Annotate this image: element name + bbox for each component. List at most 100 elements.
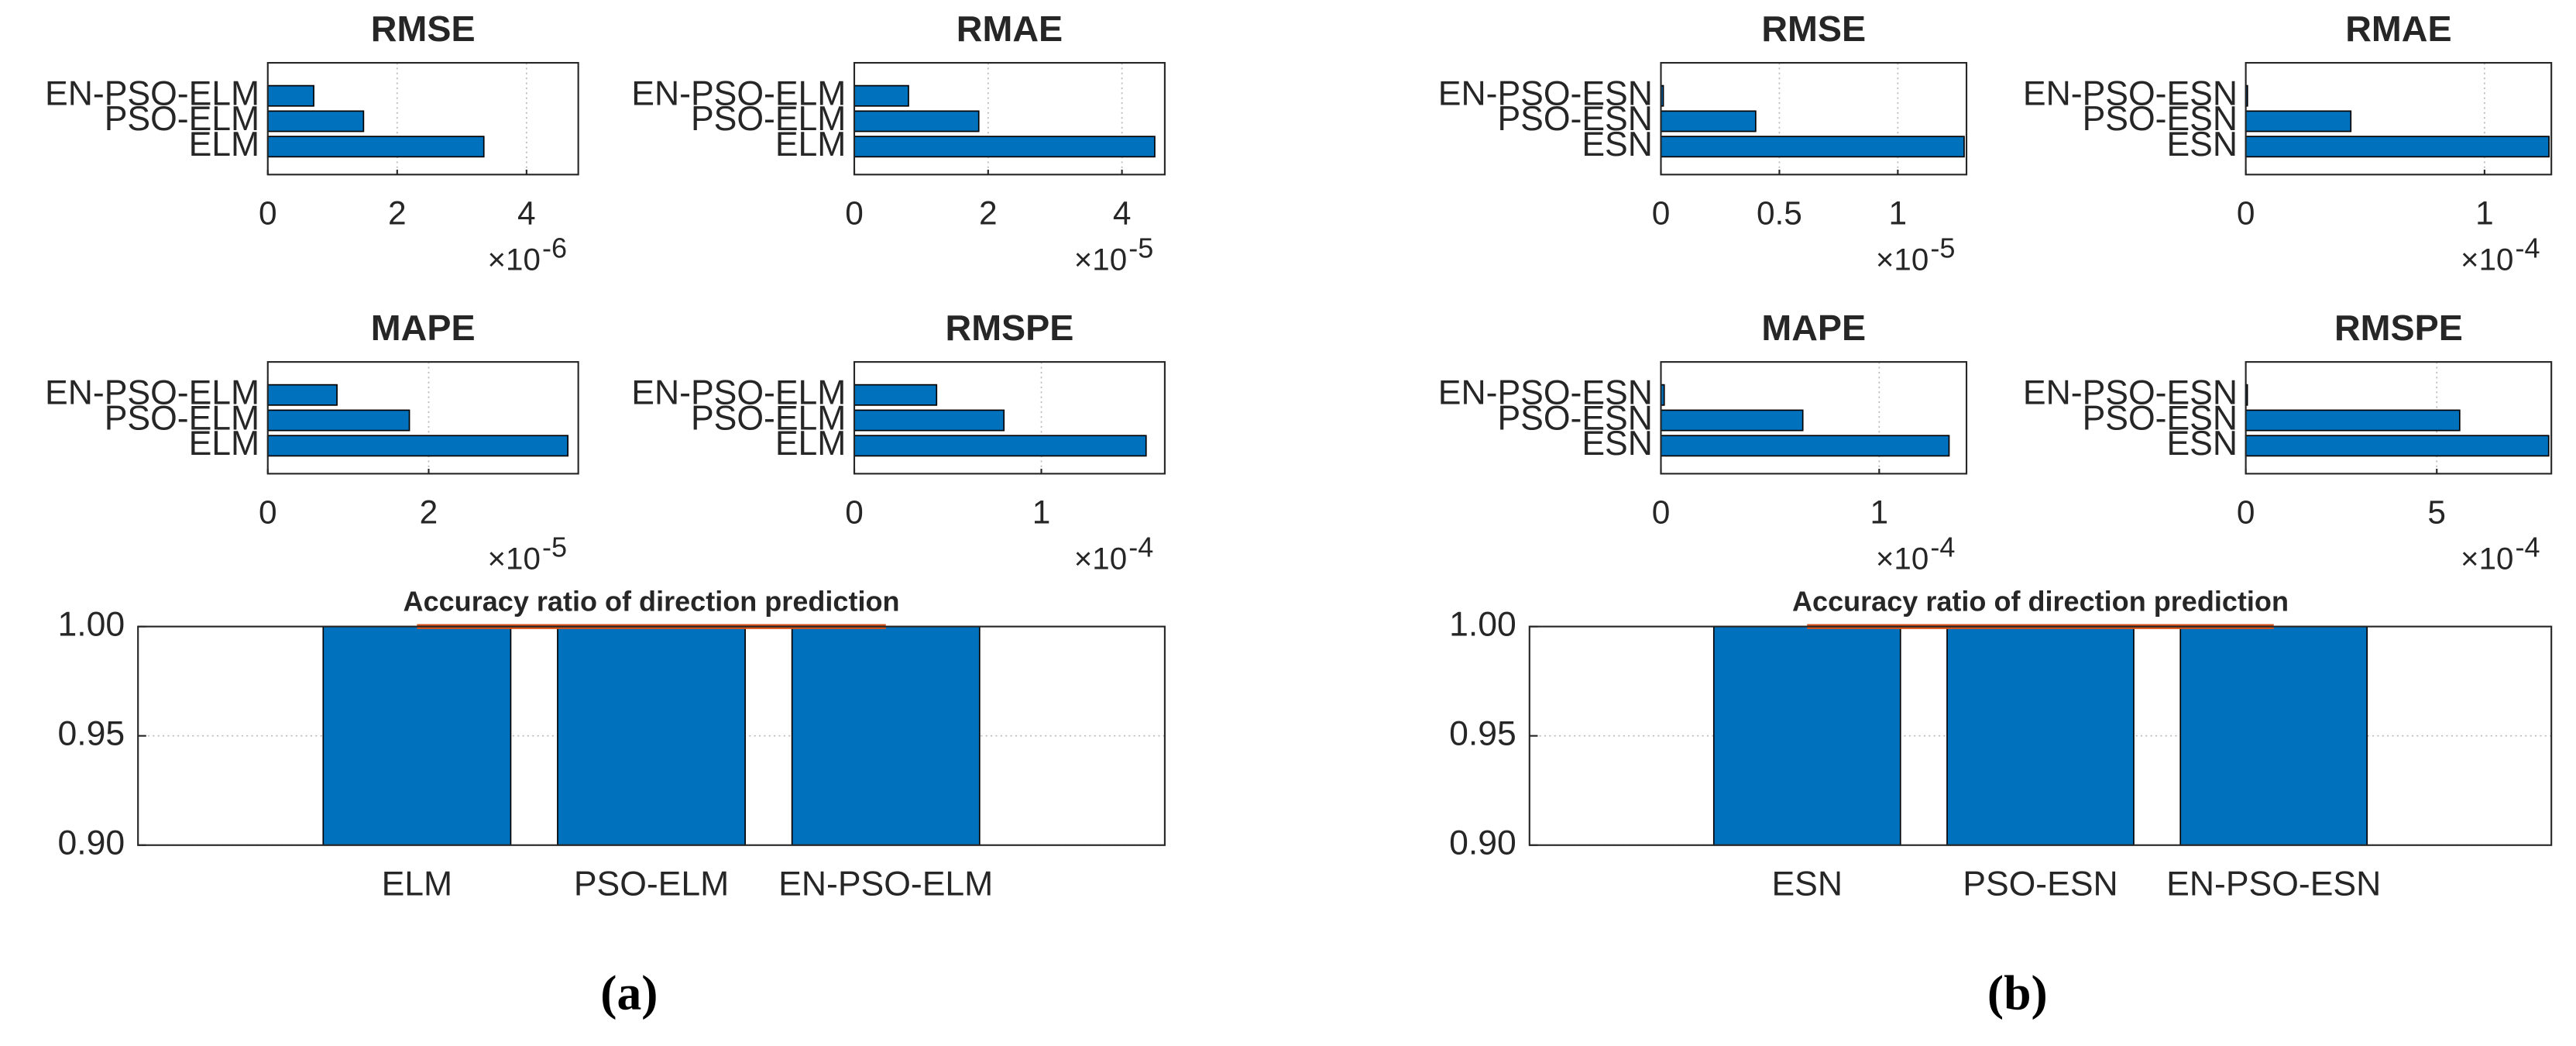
y-tick-label: EN-PSO-ELM [631, 374, 846, 412]
bar [854, 136, 1156, 158]
bar [854, 110, 980, 132]
y-tick-label: EN-PSO-ESN [1438, 374, 1653, 412]
axes-box [1528, 625, 2553, 846]
chart-title: RMSPE [946, 308, 1074, 348]
chart-title: RMSPE [2334, 308, 2463, 348]
x-tick-label: PSO-ELM [574, 865, 729, 903]
bar [266, 435, 568, 457]
axes-box [853, 62, 1166, 176]
y-tick-label: PSO-ESN [1497, 100, 1652, 138]
chart-title: MAPE [371, 308, 476, 348]
bar [266, 384, 338, 406]
axes-box [137, 625, 1166, 846]
y-tick-label: 0.95 [58, 714, 125, 752]
x-tick-label: 4 [1113, 195, 1132, 232]
chart-title: RMAE [2345, 9, 2451, 49]
y-tick-label: ESN [2166, 425, 2238, 463]
y-tick-label: ESN [1582, 425, 1653, 463]
x-multiplier: ×10 [1876, 541, 1929, 576]
bar [266, 84, 314, 107]
x-tick-label: 1 [1889, 195, 1908, 232]
axes-box [1660, 62, 1968, 176]
caption: (a) [600, 965, 658, 1020]
y-tick-label: PSO-ELM [691, 100, 846, 138]
x-tick-label: 0 [2237, 494, 2255, 531]
x-tick-label: ELM [382, 865, 453, 903]
x-tick-label: 2 [388, 195, 407, 232]
x-multiplier: ×10 [2461, 242, 2513, 277]
x-tick-label: 5 [2427, 494, 2446, 531]
bar [322, 625, 512, 846]
chart-title: MAPE [1761, 308, 1866, 348]
x-exponent: -5 [542, 531, 567, 563]
x-tick-label: 2 [979, 195, 998, 232]
bar [1660, 110, 1757, 132]
y-tick-label: ESN [1582, 126, 1653, 163]
bar [266, 136, 485, 158]
chart-title: Accuracy ratio of direction prediction [404, 585, 900, 617]
x-tick-label: 4 [517, 195, 536, 232]
x-tick-label: PSO-ESN [1963, 865, 2117, 903]
bar [2179, 625, 2368, 846]
y-tick-label: PSO-ELM [105, 100, 259, 138]
y-tick-label: 1.00 [58, 605, 125, 643]
x-exponent: -5 [1128, 232, 1153, 263]
axes-box [266, 62, 579, 176]
bar [1946, 625, 2135, 846]
bar [1660, 435, 1950, 457]
x-tick-label: 0 [2237, 195, 2255, 232]
chart-title: RMSE [1761, 9, 1866, 49]
y-tick-label: ELM [775, 126, 847, 163]
chart-title: RMSE [371, 9, 476, 49]
x-tick-label: EN-PSO-ELM [778, 865, 993, 903]
bar [1660, 409, 1804, 432]
axes-box [2245, 361, 2553, 475]
bar [2245, 435, 2550, 457]
x-tick-label: 0 [259, 494, 277, 531]
bar [854, 435, 1147, 457]
caption: (b) [1987, 965, 2048, 1020]
y-tick-label: EN-PSO-ELM [45, 74, 259, 112]
bar [854, 384, 938, 406]
x-exponent: -6 [542, 232, 567, 263]
x-tick-label: 1 [1870, 494, 1889, 531]
bar [1712, 625, 1901, 846]
x-tick-label: 0.5 [1757, 195, 1802, 232]
y-tick-label: 0.90 [1449, 824, 1516, 862]
x-tick-label: 0 [1652, 195, 1671, 232]
y-tick-label: ELM [189, 425, 260, 463]
x-tick-label: 0 [1652, 494, 1671, 531]
x-tick-label: ESN [1771, 865, 1843, 903]
x-tick-label: 0 [259, 195, 277, 232]
chart-title: Accuracy ratio of direction prediction [1792, 585, 2289, 617]
x-multiplier: ×10 [1074, 541, 1127, 576]
x-multiplier: ×10 [1876, 242, 1929, 277]
x-exponent: -4 [2516, 531, 2540, 563]
bar [266, 110, 365, 132]
y-tick-label: 1.00 [1449, 605, 1516, 643]
y-tick-label: EN-PSO-ESN [1438, 74, 1653, 112]
x-multiplier: ×10 [488, 242, 541, 277]
y-tick-label: 0.90 [58, 824, 125, 862]
x-tick-label: 0 [845, 494, 864, 531]
y-tick-label: PSO-ESN [2083, 100, 2238, 138]
y-tick-label: EN-PSO-ESN [2023, 74, 2238, 112]
chart-title: RMAE [957, 9, 1063, 49]
x-tick-label: EN-PSO-ESN [2166, 865, 2381, 903]
x-exponent: -4 [2516, 232, 2540, 263]
x-exponent: -4 [1930, 531, 1955, 563]
x-multiplier: ×10 [2461, 541, 2513, 576]
bar [266, 409, 410, 432]
y-tick-label: ELM [189, 126, 260, 163]
y-tick-label: ESN [2166, 126, 2238, 163]
axes-box [1660, 361, 1968, 475]
y-tick-label: PSO-ESN [2083, 399, 2238, 437]
x-exponent: -5 [1930, 232, 1955, 263]
axes-box [2245, 62, 2553, 176]
bar [557, 625, 746, 846]
y-tick-label: EN-PSO-ELM [631, 74, 846, 112]
axes-box [853, 361, 1166, 475]
x-tick-label: 1 [1032, 494, 1051, 531]
